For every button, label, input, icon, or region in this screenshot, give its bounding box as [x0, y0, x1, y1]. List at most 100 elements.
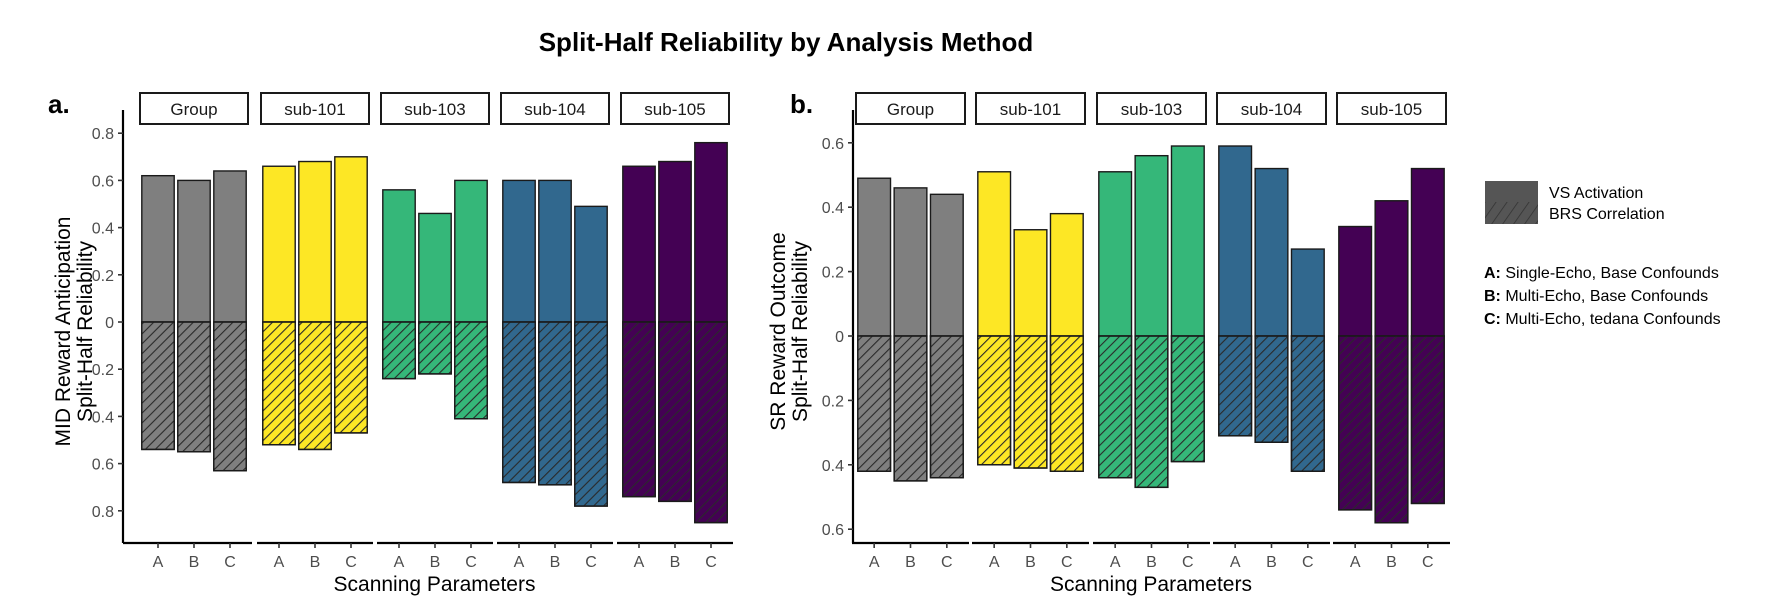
- bar-vs-activation: [1218, 145, 1253, 337]
- legend-method-a-label: Single-Echo, Base Confounds: [1505, 265, 1718, 282]
- bar-brs-hatch: [1338, 335, 1373, 511]
- x-tick-label: C: [941, 554, 953, 571]
- facet-strip: [500, 92, 610, 125]
- bar-vs-activation: [977, 171, 1012, 337]
- x-tick-label: B: [1146, 554, 1157, 571]
- bar-brs-hatch: [418, 321, 452, 375]
- bar-vs-activation: [622, 165, 656, 323]
- panel-tag: b.: [790, 89, 813, 119]
- panel-tag: a.: [48, 89, 70, 119]
- bar-vs-activation: [1374, 200, 1409, 337]
- bar-vs-activation: [574, 205, 608, 323]
- bar-brs-hatch: [658, 321, 692, 503]
- y-tick-label: 0.6: [822, 136, 844, 153]
- x-tick-label: B: [550, 554, 561, 571]
- x-tick-label: A: [869, 554, 880, 571]
- y-axis-title-line1: SR Reward Outcome: [767, 232, 790, 430]
- x-tick-label: A: [989, 554, 1000, 571]
- bar-brs-hatch: [1290, 335, 1325, 472]
- x-tick-label: A: [1230, 554, 1241, 571]
- x-tick-label: B: [189, 554, 200, 571]
- bar-brs-hatch: [694, 321, 728, 524]
- bar-vs-activation: [857, 177, 892, 337]
- bar-vs-activation: [213, 170, 247, 323]
- y-tick-label: 0.4: [92, 221, 114, 238]
- bar-vs-activation: [141, 174, 175, 323]
- legend-method-c-label: Multi-Echo, tedana Confounds: [1505, 311, 1720, 328]
- facet-sub-101: sub-101 A B C: [257, 92, 373, 571]
- bar-vs-activation: [929, 193, 964, 337]
- facet-strip: [380, 92, 490, 125]
- x-tick-label: C: [705, 554, 717, 571]
- facet-sub-103: sub-103 A B C: [377, 92, 493, 571]
- x-tick-label: B: [310, 554, 321, 571]
- facet-strip-label: sub-101: [284, 100, 345, 119]
- x-tick-label: A: [394, 554, 405, 571]
- bar-vs-activation: [538, 179, 572, 323]
- bar-brs-hatch: [1134, 335, 1169, 489]
- x-tick-label: A: [274, 554, 285, 571]
- facet-strip: [1096, 92, 1207, 125]
- legend-swatch-vs-activation: [1485, 181, 1538, 202]
- x-tick-label: B: [905, 554, 916, 571]
- bar-brs-hatch: [893, 335, 928, 482]
- x-tick-label: B: [1025, 554, 1036, 571]
- bar-brs-hatch: [382, 321, 416, 380]
- x-axis-title: Scanning Parameters: [1050, 573, 1252, 596]
- bar-brs-hatch: [1098, 335, 1133, 479]
- legend-method-c-key: C:: [1484, 311, 1501, 328]
- bar-vs-activation: [177, 179, 211, 323]
- y-tick-label: 0.4: [92, 409, 114, 426]
- y-tick-label: 0: [835, 329, 844, 346]
- bar-vs-activation: [1290, 248, 1325, 337]
- panel-a: a. 0.8 0.6 0.4 0.2 0 0.2 0.4 0.6 0.8 MID Reward An…: [48, 89, 733, 596]
- facet-group: Group A B C: [123, 92, 252, 571]
- bar-brs-hatch: [538, 321, 572, 486]
- bar-brs-hatch: [334, 321, 368, 434]
- bar-brs-hatch: [622, 321, 656, 498]
- y-tick-label: 0.2: [822, 265, 844, 282]
- legend-method-b-label: Multi-Echo, Base Confounds: [1505, 288, 1708, 305]
- bar-vs-activation: [658, 160, 692, 323]
- y-axis-title-line1: MID Reward Anticipation: [52, 217, 75, 447]
- legend-method-b-key: B:: [1484, 288, 1501, 305]
- facet-strip-label: Group: [170, 100, 217, 119]
- facet-strip: [620, 92, 730, 125]
- facet-strip: [260, 92, 370, 125]
- facet-strip-label: sub-104: [524, 100, 585, 119]
- x-tick-label: A: [153, 554, 164, 571]
- facet-sub-101: sub-101 A B C: [972, 92, 1089, 571]
- bar-brs-hatch: [1170, 335, 1205, 463]
- y-tick-label: 0.2: [822, 393, 844, 410]
- y-tick-label: 0.6: [92, 173, 114, 190]
- panel-b: b. 0.6 0.4 0.2 0 0.2 0.4 0.6 SR Reward OutcomeSp…: [767, 89, 1450, 596]
- bar-brs-hatch: [262, 321, 296, 446]
- panels: a. 0.8 0.6 0.4 0.2 0 0.2 0.4 0.6 0.8 MID Reward An…: [48, 89, 1450, 596]
- legend-label-vs-activation: VS Activation: [1549, 185, 1643, 202]
- bar-vs-activation: [1134, 154, 1169, 337]
- facet-sub-104: sub-104 A B C: [1213, 92, 1330, 571]
- y-tick-label: 0.8: [92, 126, 114, 143]
- x-tick-label: C: [1182, 554, 1194, 571]
- x-tick-label: C: [585, 554, 597, 571]
- x-tick-label: A: [1350, 554, 1361, 571]
- x-tick-label: C: [345, 554, 357, 571]
- bar-brs-hatch: [1410, 335, 1445, 505]
- bar-vs-activation: [502, 179, 536, 323]
- facet-strip: [139, 92, 249, 125]
- x-tick-label: B: [670, 554, 681, 571]
- legend-method-a-key: A:: [1484, 265, 1501, 282]
- x-tick-label: C: [465, 554, 477, 571]
- bar-vs-activation: [454, 179, 488, 323]
- bar-brs-hatch: [857, 335, 892, 472]
- y-tick-label: 0.8: [92, 504, 114, 521]
- bar-vs-activation: [1410, 167, 1445, 337]
- bar-vs-activation: [418, 212, 452, 323]
- facet-sub-103: sub-103 A B C: [1093, 92, 1210, 571]
- facet-strip-label: sub-105: [1361, 100, 1422, 119]
- y-tick-label: 0.2: [92, 268, 114, 285]
- bar-vs-activation: [1049, 212, 1084, 337]
- bar-brs-hatch: [213, 321, 247, 472]
- facet-strip: [1216, 92, 1327, 125]
- x-tick-label: B: [430, 554, 441, 571]
